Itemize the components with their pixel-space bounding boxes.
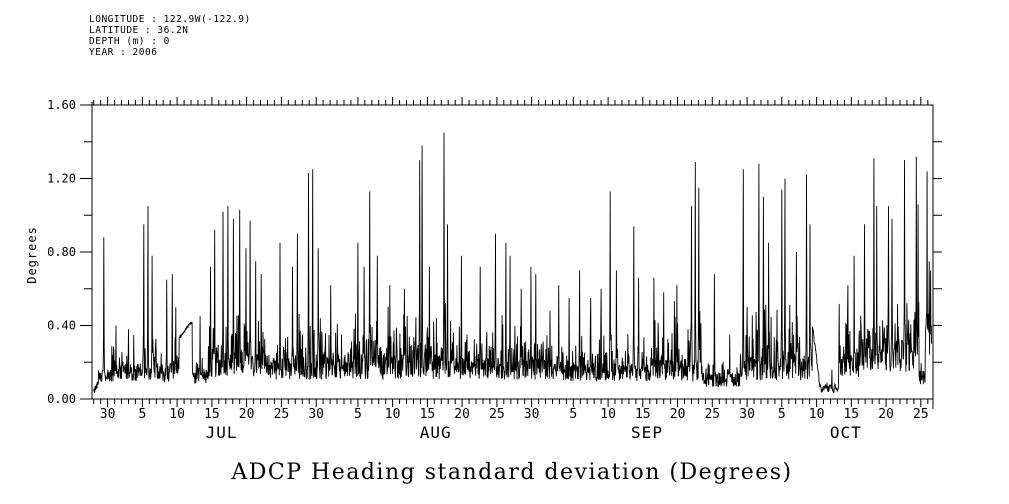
axes-layer: 0.00 0.40 0.80 1.20 1.60 30 5 10 15 20 25 30 5 10 15 20…	[47, 97, 942, 442]
x-tick-label: 25	[489, 407, 505, 422]
x-tick-label: 10	[169, 407, 185, 422]
month-label: SEP	[631, 423, 663, 442]
y-tick-label: 0.80	[47, 245, 76, 259]
x-tick-label: 10	[809, 407, 825, 422]
x-tick-label: 25	[274, 407, 290, 422]
x-tick-label: 5	[354, 407, 362, 422]
month-label: JUL	[206, 423, 238, 442]
x-tick-label: 5	[569, 407, 577, 422]
metadata-block: LONGITUDE : 122.9W(-122.9) LATITUDE : 36…	[89, 14, 251, 58]
y-tick-label: 0.40	[47, 319, 76, 333]
x-tick-label: 25	[913, 407, 929, 422]
x-tick-label: 15	[420, 407, 436, 422]
month-label: OCT	[830, 423, 862, 442]
x-tick-label: 5	[138, 407, 146, 422]
x-tick-label: 20	[454, 407, 470, 422]
x-tick-label: 20	[239, 407, 255, 422]
x-tick-label: 15	[843, 407, 859, 422]
data-line	[93, 132, 933, 394]
x-tick-label: 25	[704, 407, 720, 422]
chart-title: ADCP Heading standard deviation (Degrees…	[230, 460, 792, 485]
y-tick-label: 1.20	[47, 172, 76, 186]
x-tick-label: 20	[878, 407, 894, 422]
metadata-longitude: LONGITUDE : 122.9W(-122.9)	[89, 14, 251, 25]
x-tick-label: 10	[385, 407, 401, 422]
x-tick-label: 20	[670, 407, 686, 422]
metadata-latitude: LATITUDE : 36.2N	[89, 25, 189, 36]
y-tick-label: 0.00	[47, 392, 76, 406]
y-tick-label: 1.60	[47, 98, 76, 112]
x-tick-label: 30	[739, 407, 755, 422]
metadata-year: YEAR : 2006	[89, 47, 157, 58]
series-layer	[93, 132, 933, 394]
axis-ticks	[80, 97, 942, 409]
month-label: AUG	[420, 423, 452, 442]
x-tick-label: 10	[600, 407, 616, 422]
x-tick-label: 30	[524, 407, 540, 422]
x-tick-label: 30	[308, 407, 324, 422]
x-tick-label: 15	[204, 407, 220, 422]
metadata-depth: DEPTH (m) : 0	[89, 36, 170, 47]
x-tick-label: 30	[100, 407, 116, 422]
x-tick-label: 5	[778, 407, 786, 422]
y-axis-title: Degrees	[25, 226, 39, 284]
x-tick-label: 15	[635, 407, 651, 422]
